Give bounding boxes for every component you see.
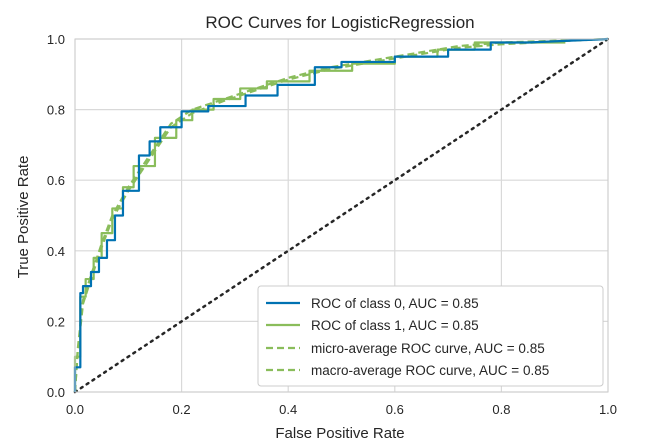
grid	[74, 38, 609, 393]
y-tick-label: 0.6	[47, 173, 65, 188]
x-tick-label: 1.0	[599, 402, 617, 417]
chance-diagonal	[73, 37, 610, 394]
y-tick-label: 0.8	[47, 103, 65, 118]
x-tick-label: 0.8	[492, 402, 510, 417]
chart-title: ROC Curves for LogisticRegression	[205, 13, 474, 32]
x-axis-label: False Positive Rate	[275, 425, 404, 442]
curves	[73, 37, 610, 394]
y-tick-label: 1.0	[47, 32, 65, 47]
y-tick-label: 0.4	[47, 244, 65, 259]
legend-box	[257, 285, 604, 387]
legend-label-class-1: ROC of class 1, AUC = 0.85	[311, 318, 479, 333]
y-ticks: 0.0 0.2 0.4 0.6 0.8 1.0	[47, 32, 65, 400]
roc-curve-class-0	[73, 37, 609, 392]
legend: ROC of class 0, AUC = 0.85 ROC of class …	[257, 285, 604, 387]
y-axis-label: True Positive Rate	[15, 156, 32, 279]
x-tick-label: 0.2	[173, 402, 191, 417]
x-tick-label: 0.0	[66, 402, 84, 417]
y-tick-label: 0.0	[47, 385, 65, 400]
x-ticks: 0.0 0.2 0.4 0.6 0.8 1.0	[66, 402, 617, 417]
legend-label-macro: macro-average ROC curve, AUC = 0.85	[311, 363, 549, 378]
plot-frame	[74, 38, 609, 393]
legend-label-micro: micro-average ROC curve, AUC = 0.85	[311, 341, 545, 356]
x-tick-label: 0.6	[386, 402, 404, 417]
y-tick-label: 0.2	[47, 314, 65, 329]
legend-label-class-0: ROC of class 0, AUC = 0.85	[311, 296, 479, 311]
x-tick-label: 0.4	[279, 402, 297, 417]
